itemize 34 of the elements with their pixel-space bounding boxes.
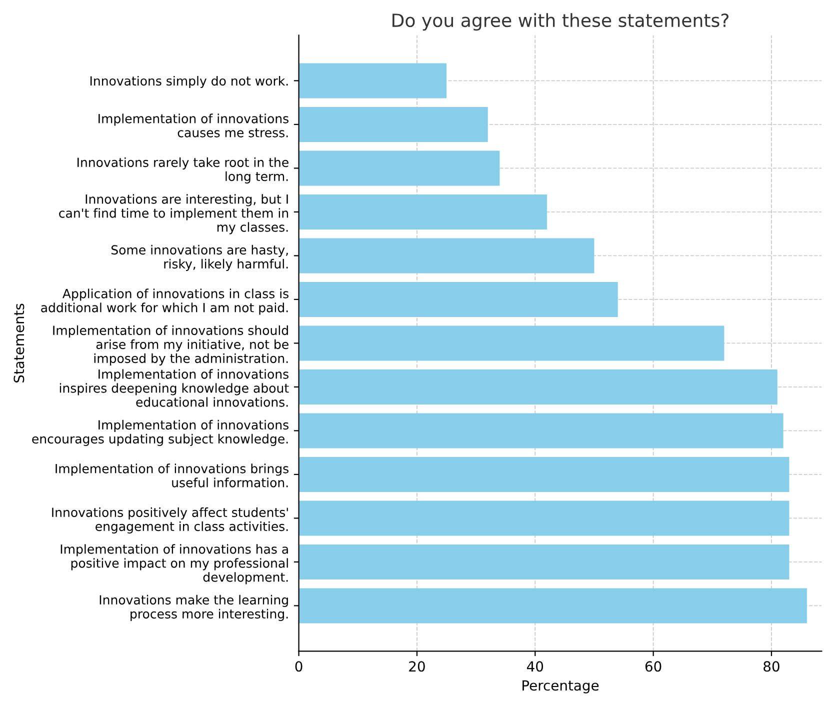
y-tick-label: Implementation of innovations should arise from my initiative, not be imposed by the administration. <box>53 325 288 366</box>
y-tick-label: Innovations positively affect students' engagement in class activities. <box>52 507 288 534</box>
y-tick-label: Implementation of innovations encourages updating subject knowledge. <box>32 420 288 446</box>
y-tick-label: Implementation of innovations has a positive impact on my professional development. <box>60 544 288 584</box>
y-tick-label: Implementation of innovations inspires deepening knowledge about educational innovations. <box>60 369 289 407</box>
x-tick-label: 80 <box>764 661 780 672</box>
bar <box>298 544 790 580</box>
x-axis-title: Percentage <box>522 680 599 694</box>
bar <box>298 413 784 448</box>
bar <box>298 238 594 274</box>
y-tick-label: Innovations simply do not work. <box>90 76 288 88</box>
bar <box>298 326 724 361</box>
y-axis-title: Statements <box>14 304 24 382</box>
bar <box>298 588 807 624</box>
x-tick-label: 40 <box>526 661 544 672</box>
bar <box>298 456 790 492</box>
bar <box>298 63 447 98</box>
y-tick-label: Innovations rarely take root in the long term. <box>78 157 288 184</box>
y-tick-label: Some innovations are hasty, risky, likely harmful. <box>111 244 288 271</box>
bar <box>298 500 790 536</box>
y-tick-label: Innovations are interesting, but I can't find time to implement them in my classes. <box>59 194 288 234</box>
bar <box>298 369 778 404</box>
bar <box>298 106 488 142</box>
chart-title: Do you agree with these statements? <box>392 13 728 31</box>
x-tick-label: 60 <box>645 661 662 672</box>
y-tick-label: Application of innovations in class is additional work for which I am not paid. <box>41 288 288 315</box>
bar <box>298 282 618 317</box>
bar <box>298 194 547 230</box>
y-tick-label: Innovations make the learning process more interesting. <box>100 594 288 621</box>
x-tick-label: 20 <box>409 661 425 672</box>
y-tick-label: Implementation of innovations brings useful information. <box>56 464 288 488</box>
y-tick-label: Implementation of innovations causes me stress. <box>98 114 288 138</box>
bar <box>298 150 500 186</box>
x-tick-label: 0 <box>295 661 302 672</box>
